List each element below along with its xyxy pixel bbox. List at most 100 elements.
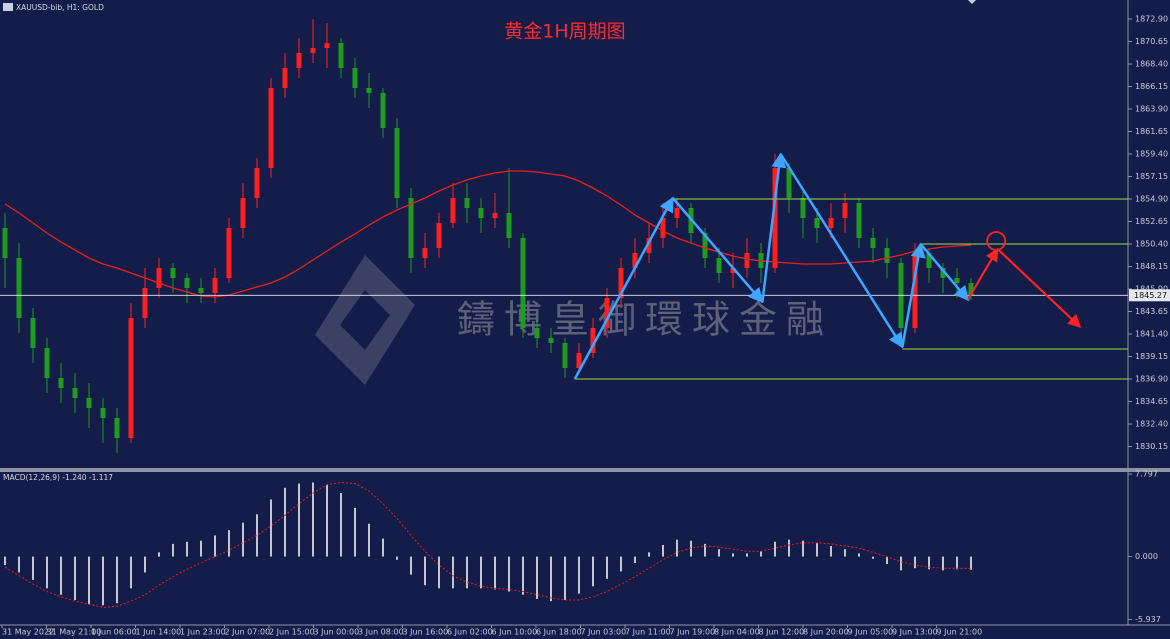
y-tick-label: 1836.90 [1135,375,1168,384]
candle-body [968,283,974,296]
y-tick-label: 1863.90 [1135,105,1168,114]
candle-body [240,198,246,228]
y-tick-label: 1857.15 [1135,172,1168,181]
x-tick-label: 8 Jun 12:00 [759,628,805,637]
y-tick-label: 1868.40 [1135,60,1168,69]
x-tick-label: 1 Jun 06:00 [91,628,137,637]
candle-body [380,93,386,128]
candle-body [394,128,400,198]
trend-segment [901,242,926,348]
y-tick-label: 1861.65 [1135,127,1168,136]
y-tick-label: 1841.40 [1135,330,1168,339]
forecast-segment [967,247,999,300]
candle-body [184,278,190,288]
trend-segment [779,153,904,349]
x-tick-label: 6 Jun 10:00 [492,628,538,637]
candle-body [296,53,302,68]
y-tick-label: 1852.65 [1135,217,1168,226]
y-tick-label: 1870.65 [1135,37,1168,46]
candle-body [226,228,232,278]
candle-body [156,268,162,288]
x-tick-label: 31 May 21:00 [47,628,102,637]
candle-body [730,268,736,273]
y-tick-label: 1866.15 [1135,82,1168,91]
candle-body [366,88,372,93]
candle-body [44,348,50,378]
candle-body [492,213,498,218]
candle-body [450,198,456,223]
y-tick-label: 1850.40 [1135,240,1168,249]
y-tick-label: -5.937 [1135,615,1161,624]
candle-body [128,318,134,438]
x-tick-label: 3 Jun 16:00 [403,628,449,637]
panel-separator [0,468,1170,472]
trend-segment [573,196,674,380]
x-tick-label: 9 Jun 21:00 [937,628,983,637]
y-tick-label: 1859.40 [1135,150,1168,159]
candle-body [590,328,596,353]
x-tick-label: 7 Jun 03:00 [581,628,627,637]
candle-body [352,68,358,88]
candle-body [674,208,680,218]
x-tick-label: 2 Jun 07:00 [225,628,271,637]
y-tick-label: 7.797 [1135,470,1158,479]
y-tick-label: 1832.40 [1135,420,1168,429]
candle-body [268,88,274,168]
x-tick-label: 1 Jun 14:00 [136,628,182,637]
x-tick-label: 3 Jun 00:00 [314,628,360,637]
candle-body [870,238,876,248]
x-tick-label: 6 Jun 18:00 [536,628,582,637]
candle-body [702,233,708,258]
candle-body [436,223,442,248]
indicator-label: MACD(12,26,9) -1.240 -1.117 [3,473,113,482]
candle-body [744,253,750,268]
x-tick-label: 1 Jun 23:00 [180,628,226,637]
x-tick-label: 2 Jun 15:00 [269,628,315,637]
candle-body [772,168,778,268]
trend-segment [919,243,970,302]
candle-body [86,398,92,408]
candle-body [506,213,512,238]
highlight-circle [986,231,1007,251]
x-tick-label: 9 Jun 13:00 [892,628,938,637]
candle-body [254,168,260,198]
candle-body [338,43,344,68]
trend-segment [761,152,787,303]
candle-body [464,198,470,208]
candle-body [632,253,638,268]
forecast-segment [996,248,1082,328]
candle-body [548,338,554,343]
y-tick-label: 1854.90 [1135,195,1168,204]
x-tick-label: 8 Jun 20:00 [803,628,849,637]
trend-segment [671,197,764,304]
candle-body [618,268,624,298]
candle-body [212,278,218,293]
signal-line [4,481,972,608]
candle-body [324,43,330,48]
candle-body [16,258,22,318]
shift-marker [968,0,976,4]
candle-body [884,248,890,263]
candle-body [72,388,78,398]
candle-body [926,253,932,268]
candle-body [198,288,204,293]
candle-body [170,268,176,278]
y-tick-label: 1830.15 [1135,442,1168,451]
candle-body [828,218,834,228]
y-tick-label: 1839.15 [1135,352,1168,361]
candle-body [912,253,918,328]
candle-body [814,218,820,228]
candle-body [660,218,666,238]
x-tick-label: 6 Jun 02:00 [447,628,493,637]
price-label: 1845.27 [1134,291,1167,300]
candle-body [954,278,960,283]
candle-body [576,353,582,368]
candle-body [800,198,806,218]
x-tick-label: 3 Jun 08:00 [358,628,404,637]
chart-header: XAUUSD-bib, H1: GOLD [16,3,104,12]
candle-body [30,318,36,348]
x-tick-label: 9 Jun 05:00 [848,628,894,637]
